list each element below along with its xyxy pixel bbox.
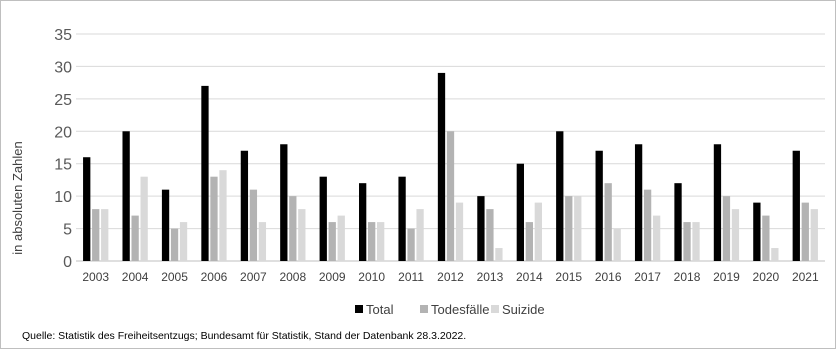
x-tick-label: 2016 [595,270,622,284]
x-tick-label: 2019 [713,270,740,284]
bar-todesflle-2011 [407,228,415,261]
bar-total-2009 [319,176,327,261]
bar-total-2004 [122,131,130,261]
bar-suizide-2011 [416,209,424,261]
bar-total-2013 [477,196,485,261]
bar-todesflle-2008 [289,196,297,261]
bar-todesflle-2013 [486,209,494,261]
legend-swatch [491,305,499,313]
y-axis-label: in absoluten Zahlen [10,141,25,254]
bar-suizide-2019 [731,209,740,261]
y-tick-label: 0 [63,254,72,271]
bar-todesflle-2005 [170,228,179,261]
legend-label: Todesfälle [431,302,490,317]
bar-suizide-2004 [140,176,148,261]
bar-total-2003 [83,157,91,261]
y-tick-label: 30 [54,59,72,76]
x-tick-label: 2005 [161,270,188,284]
bar-suizide-2021 [810,209,818,261]
bar-total-2019 [713,144,722,261]
bar-total-2010 [359,183,367,261]
bar-total-2007 [240,150,249,261]
x-tick-label: 2015 [555,270,582,284]
x-tick-label: 2003 [82,270,109,284]
bar-total-2011 [398,176,406,261]
bar-suizide-2012 [455,202,464,261]
x-tick-label: 2018 [674,270,701,284]
bar-total-2006 [201,85,209,261]
bar-suizide-2016 [613,228,621,261]
x-tick-label: 2009 [319,270,346,284]
bar-todesflle-2017 [643,189,652,261]
y-tick-label: 10 [54,189,72,206]
bar-total-2020 [753,202,761,261]
x-axis-ticks: 2003 2004 2005 2006 2007 2008 2009 2010 2011 2012… [82,270,819,284]
y-tick-label: 5 [63,222,72,239]
y-tick-label: 15 [54,157,72,174]
bar-total-2014 [516,163,524,261]
x-tick-label: 2010 [358,270,385,284]
bar-suizide-2005 [179,222,188,261]
x-tick-label: 2014 [516,270,543,284]
bar-suizide-2014 [534,202,542,261]
bars [83,72,818,262]
bar-todesflle-2004 [131,215,139,261]
bar-suizide-2020 [771,248,779,261]
bar-total-2015 [556,131,564,261]
bar-todesflle-2018 [683,222,691,261]
y-tick-label: 35 [54,27,72,44]
x-tick-label: 2012 [437,270,464,284]
x-tick-label: 2011 [398,270,424,284]
bar-total-2005 [161,189,170,261]
y-tick-label: 25 [54,92,72,109]
bar-total-2021 [792,150,800,261]
x-tick-label: 2008 [279,270,306,284]
bar-todesflle-2012 [446,131,455,261]
x-tick-label: 2007 [240,270,267,284]
bar-todesflle-2003 [92,209,100,261]
bar-total-2016 [595,150,603,261]
bar-suizide-2015 [574,196,582,261]
bar-total-2012 [437,72,446,262]
bar-suizide-2003 [101,209,109,261]
legend-swatch [355,305,363,313]
x-tick-label: 2013 [477,270,504,284]
bar-suizide-2017 [652,215,661,261]
bar-suizide-2008 [298,209,306,261]
x-tick-label: 2021 [792,270,819,284]
bar-total-2017 [634,144,643,261]
legend-label: Total [366,302,394,317]
bar-todesflle-2006 [210,176,218,261]
gridlines [76,33,825,262]
bar-todesflle-2007 [249,189,258,261]
bar-todesflle-2020 [762,215,770,261]
bar-todesflle-2014 [525,222,533,261]
bar-suizide-2009 [337,215,345,261]
bar-suizide-2007 [258,222,267,261]
bar-todesflle-2019 [722,196,731,261]
bar-total-2008 [280,144,288,261]
x-tick-label: 2017 [634,270,661,284]
x-tick-label: 2004 [122,270,149,284]
x-tick-label: 2006 [201,270,228,284]
legend-swatch [420,305,428,313]
bar-total-2018 [674,183,682,261]
bar-suizide-2010 [377,222,385,261]
source-note: Quelle: Statistik des Freiheitsentzugs; … [22,330,467,342]
bar-suizide-2018 [692,222,700,261]
bar-suizide-2006 [219,170,227,261]
bar-todesflle-2010 [368,222,376,261]
bar-todesflle-2009 [328,222,336,261]
legend: Total Todesfälle Suizide [355,302,545,317]
bar-todesflle-2016 [604,183,612,261]
x-tick-label: 2020 [753,270,780,284]
bar-todesflle-2021 [801,202,809,261]
legend-label: Suizide [502,302,545,317]
y-tick-label: 20 [54,124,72,141]
y-axis-ticks: 0 5 10 15 20 25 30 35 [54,27,72,271]
bar-todesflle-2015 [565,196,573,261]
bar-suizide-2013 [495,248,503,261]
